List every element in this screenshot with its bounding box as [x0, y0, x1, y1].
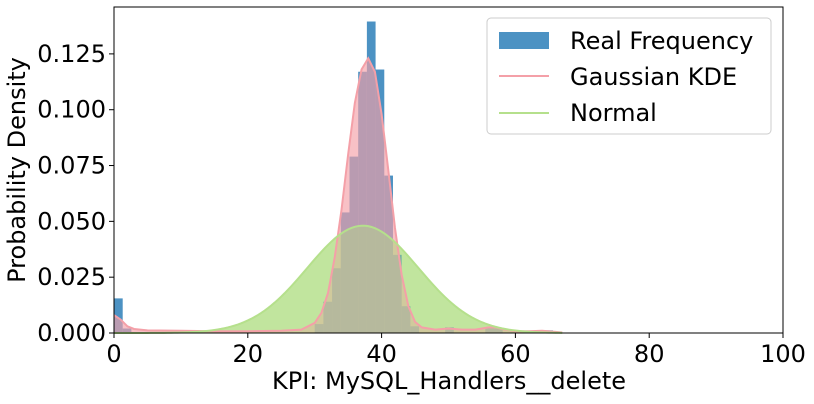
legend-label-kde: Gaussian KDE	[570, 63, 737, 91]
x-axis-ticks: 0 20 40 60 80 100	[106, 333, 806, 368]
y-tick-label-3: 0.075	[37, 152, 106, 180]
legend-box	[486, 17, 772, 135]
legend-swatch-histogram	[499, 32, 549, 49]
x-tick-label-1: 20	[233, 340, 264, 368]
y-axis-label: Probability Density	[3, 57, 31, 283]
x-tick-label-2: 40	[366, 340, 397, 368]
y-tick-label-1: 0.025	[37, 263, 106, 291]
kde-line	[113, 56, 563, 334]
y-tick-label-2: 0.050	[37, 207, 106, 235]
y-tick-label-5: 0.125	[37, 40, 106, 68]
y-tick-label-4: 0.100	[37, 96, 106, 124]
legend-label-normal: Normal	[570, 99, 657, 127]
x-tick-label-5: 100	[760, 340, 806, 368]
kde-fill	[114, 58, 563, 334]
normal-overlay-fill	[114, 225, 563, 333]
x-tick-label-4: 80	[634, 340, 665, 368]
x-tick-label-0: 0	[106, 340, 121, 368]
density-lines	[113, 56, 563, 334]
x-tick-label-3: 60	[500, 340, 531, 368]
y-tick-label-0: 0.000	[37, 319, 106, 347]
legend-label-histogram: Real Frequency	[570, 27, 753, 55]
normal-line	[113, 224, 563, 334]
y-axis-ticks: 0.000 0.025 0.050 0.075 0.100 0.125	[37, 40, 114, 347]
legend: Real Frequency Gaussian KDE Normal	[486, 17, 772, 135]
plot-frame	[113, 6, 784, 334]
x-axis-label: KPI: MySQL_Handlers__delete	[272, 367, 626, 395]
histogram-bar-0	[114, 298, 123, 333]
